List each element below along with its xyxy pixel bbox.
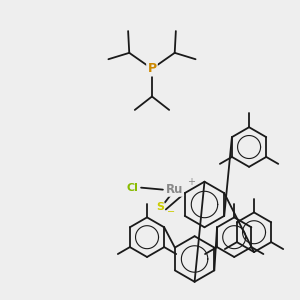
Text: S: S: [156, 202, 164, 212]
Text: Cl: Cl: [126, 183, 138, 193]
Text: −: −: [167, 207, 175, 218]
Text: +: +: [187, 177, 195, 187]
Text: Ru: Ru: [166, 183, 184, 196]
Text: P: P: [147, 62, 157, 75]
